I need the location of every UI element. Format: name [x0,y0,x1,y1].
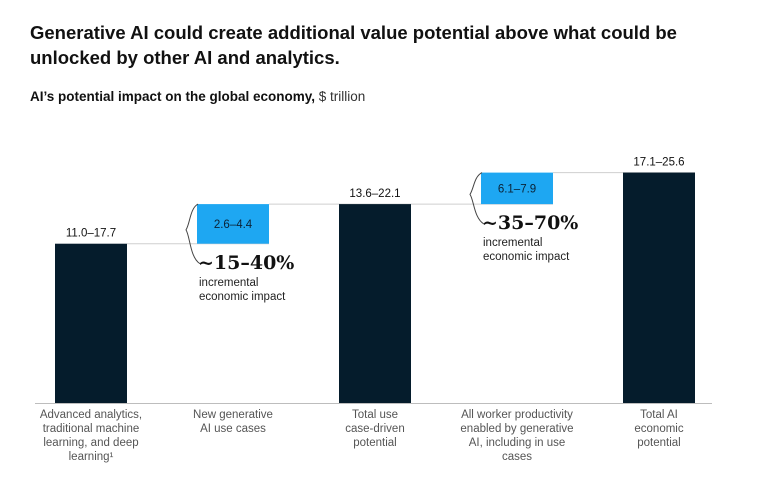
category-label: All worker productivity enabled by gener… [460,409,574,463]
bar-value-label: 2.6–4.4 [214,219,253,231]
brace-line [185,203,201,265]
bar-value-label: 17.1–25.6 [633,157,684,169]
incremental-percentage: ~35–70% [482,212,579,235]
category-label: Total use case-driven potential [345,409,405,449]
increment-bar [197,204,269,244]
bar-value-label: 13.6–22.1 [349,188,400,200]
incremental-caption: incremental economic impact [199,276,286,303]
category-label: New generative AI use cases [193,409,273,435]
subtitle-unit: $ trillion [318,89,366,104]
category-label: Total AI economic potential [634,409,684,449]
total-bar [623,172,695,403]
chart-subtitle: AI’s potential impact on the global econ… [30,89,365,104]
increment-bar [481,172,553,205]
subtitle-bold: AI’s potential impact on the global econ… [30,89,316,104]
incremental-caption: incremental economic impact [483,237,570,264]
chart-title: Generative AI could create additional va… [30,22,677,68]
total-bar [339,204,411,403]
bar-value-label: 6.1–7.9 [498,183,536,195]
category-label: Advanced analytics, traditional machine … [39,409,143,463]
bar-value-label: 11.0–17.7 [66,228,116,240]
total-bar [55,243,127,403]
incremental-percentage: ~15–40% [198,251,295,274]
brace-line [469,172,485,225]
